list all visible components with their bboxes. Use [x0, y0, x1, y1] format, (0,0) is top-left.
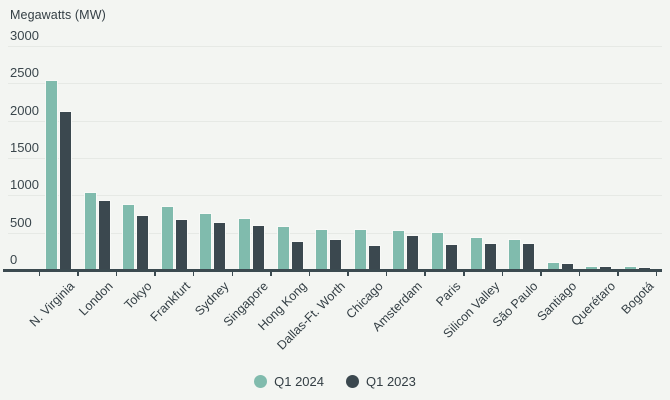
y-tick-label: 3000 [10, 28, 39, 43]
bar-q1-2024-s-o-paulo [509, 240, 521, 270]
bar-q1-2023-singapore [253, 226, 265, 270]
bar-q1-2024-hong-kong [277, 227, 289, 270]
x-axis-tick [501, 271, 504, 276]
gridline-1500 [8, 158, 662, 159]
x-axis-tick [192, 271, 195, 276]
x-axis-tick [154, 271, 156, 276]
legend-item-q1-2023: Q1 2023 [346, 374, 416, 389]
bar-q1-2024-chicago [354, 230, 366, 270]
bar-q1-2023-quer-taro [600, 267, 612, 270]
bar-q1-2024-n-virginia [46, 81, 58, 270]
bar-q1-2024-bogot- [624, 266, 636, 270]
bar-q1-2024-paris [432, 233, 443, 270]
x-axis-tick [270, 271, 272, 276]
x-category-label: Bogotá [618, 279, 657, 317]
legend-label: Q1 2023 [366, 374, 416, 389]
x-axis-line [3, 269, 662, 272]
bar-q1-2023-tokyo [137, 216, 149, 270]
x-category-label: Frankfurt [147, 279, 194, 325]
bar-q1-2024-quer-taro [586, 266, 598, 270]
bar-q1-2023-dallas-ft-worth [330, 239, 342, 270]
legend-dot-icon [346, 375, 359, 388]
bar-q1-2024-singapore [239, 219, 251, 270]
legend-item-q1-2024: Q1 2024 [254, 374, 324, 389]
x-axis-tick [231, 271, 233, 276]
y-axis-title: Megawatts (MW) [10, 8, 106, 22]
y-tick-label: 500 [10, 214, 32, 230]
x-category-label: Tokyo [121, 279, 155, 312]
gridline-3000 [8, 46, 662, 47]
bar-q1-2024-london [84, 193, 96, 270]
bar-q1-2023-silicon-valley [484, 244, 496, 270]
x-category-label: London [76, 279, 117, 319]
bar-q1-2024-santiago [547, 262, 559, 270]
x-axis-tick [655, 271, 658, 276]
y-tick-label: 2000 [10, 102, 39, 118]
bar-q1-2024-tokyo [123, 205, 135, 270]
x-category-label: N. Virginia [26, 279, 78, 330]
y-tick-label: 2500 [10, 65, 39, 81]
bar-q1-2024-amsterdam [393, 230, 405, 270]
bar-q1-2023-london [98, 201, 110, 270]
bar-q1-2023-chicago [368, 246, 380, 270]
gridline-2500 [8, 83, 662, 85]
bar-q1-2023-sydney [214, 222, 226, 270]
x-category-label: Paris [433, 279, 464, 310]
bar-q1-2024-silicon-valley [470, 237, 482, 270]
bar-q1-2023-n-virginia [60, 112, 72, 270]
bar-q1-2024-dallas-ft-worth [316, 229, 328, 270]
bar-q1-2023-hong-kong [291, 241, 303, 270]
bar-q1-2023-s-o-paulo [523, 243, 535, 270]
legend-label: Q1 2024 [274, 374, 324, 389]
x-axis-tick [617, 271, 619, 276]
x-axis-tick [424, 271, 426, 276]
bar-q1-2023-frankfurt [175, 219, 187, 270]
bar-q1-2023-paris [446, 245, 457, 270]
x-category-label: Dallas-Ft. Worth [274, 279, 348, 353]
x-axis-tick [308, 271, 311, 276]
x-axis-tick [385, 271, 388, 276]
x-axis-tick [463, 271, 465, 276]
bar-q1-2023-bogot- [638, 267, 650, 270]
bar-q1-2024-sydney [200, 214, 212, 270]
gridline-2000 [8, 120, 662, 122]
x-axis-tick [578, 271, 581, 276]
x-axis-tick [540, 271, 542, 276]
bar-q1-2023-amsterdam [407, 235, 419, 270]
x-axis-tick [115, 271, 118, 276]
legend-dot-icon [254, 375, 268, 388]
x-axis-tick [38, 271, 41, 276]
y-tick-label: 1000 [10, 177, 39, 193]
gridline-500 [8, 232, 662, 234]
bar-q1-2024-frankfurt [161, 207, 173, 270]
x-axis-tick [347, 271, 349, 276]
gridline-1000 [8, 195, 662, 197]
plot-area: 0 500 1000 1500 2000 2500 3000 N. Virginia Londo… [3, 29, 662, 353]
y-tick-label: 1500 [10, 140, 39, 155]
x-axis-tick [77, 271, 79, 276]
legend: Q1 2024 Q1 2023 [0, 374, 670, 389]
y-tick-label: 0 [10, 252, 18, 267]
bar-q1-2023-santiago [561, 263, 573, 270]
